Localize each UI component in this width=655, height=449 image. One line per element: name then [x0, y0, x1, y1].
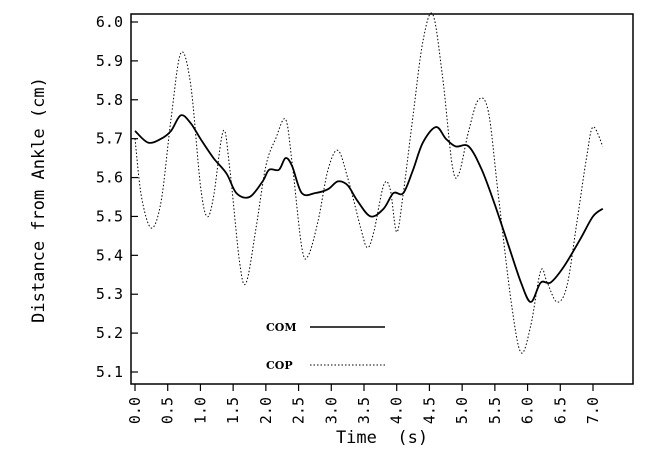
series-layer	[134, 12, 604, 354]
y-tick-label: 5.3	[96, 285, 123, 303]
x-tick-label: 4.5	[420, 397, 438, 424]
x-tick-label: 1.5	[224, 397, 242, 424]
x-tick-label: 2.0	[257, 397, 275, 424]
x-axis: 0.0 0.5 1.0 1.5 2.0 2.5 3.0 3.5 4.0 4.5 5.0 5.5 6.0 6…	[126, 384, 602, 424]
y-tick-label: 5.6	[96, 169, 123, 187]
legend: COM COP	[266, 321, 385, 372]
series-line-cop	[134, 12, 604, 354]
y-tick-label: 5.8	[96, 91, 123, 109]
plot-frame	[130, 13, 634, 385]
y-tick-label: 5.5	[96, 207, 123, 225]
x-tick-label: 5.5	[486, 397, 504, 424]
x-tick-label: 3.5	[355, 397, 373, 424]
series-line-com	[134, 114, 604, 303]
y-tick-label: 5.1	[96, 363, 123, 381]
x-tick-label: 4.0	[388, 397, 406, 424]
y-tick-label: 5.9	[96, 52, 123, 70]
x-tick-label: 0.5	[159, 397, 177, 424]
legend-label-com: COM	[266, 321, 297, 334]
y-tick-label: 5.4	[96, 246, 123, 264]
y-tick-label: 5.2	[96, 324, 123, 342]
x-tick-label: 5.0	[453, 397, 471, 424]
x-tick-label: 3.0	[322, 397, 340, 424]
legend-label-cop: COP	[266, 359, 293, 372]
x-axis-title: Time (s)	[336, 428, 428, 448]
x-tick-label: 1.0	[191, 397, 209, 424]
x-tick-label: 7.0	[584, 397, 602, 424]
x-tick-label: 2.5	[290, 397, 308, 424]
x-tick-label: 6.5	[551, 397, 569, 424]
y-axis-title: Distance from Ankle (cm)	[29, 77, 49, 323]
x-tick-label: 0.0	[126, 397, 144, 424]
x-tick-label: 6.0	[519, 397, 537, 424]
y-tick-label: 6.0	[96, 13, 123, 31]
y-tick-label: 5.7	[96, 130, 123, 148]
y-axis: 5.1 5.2 5.3 5.4 5.5 5.6 5.7 5.8 5.9 6.0	[96, 13, 138, 381]
